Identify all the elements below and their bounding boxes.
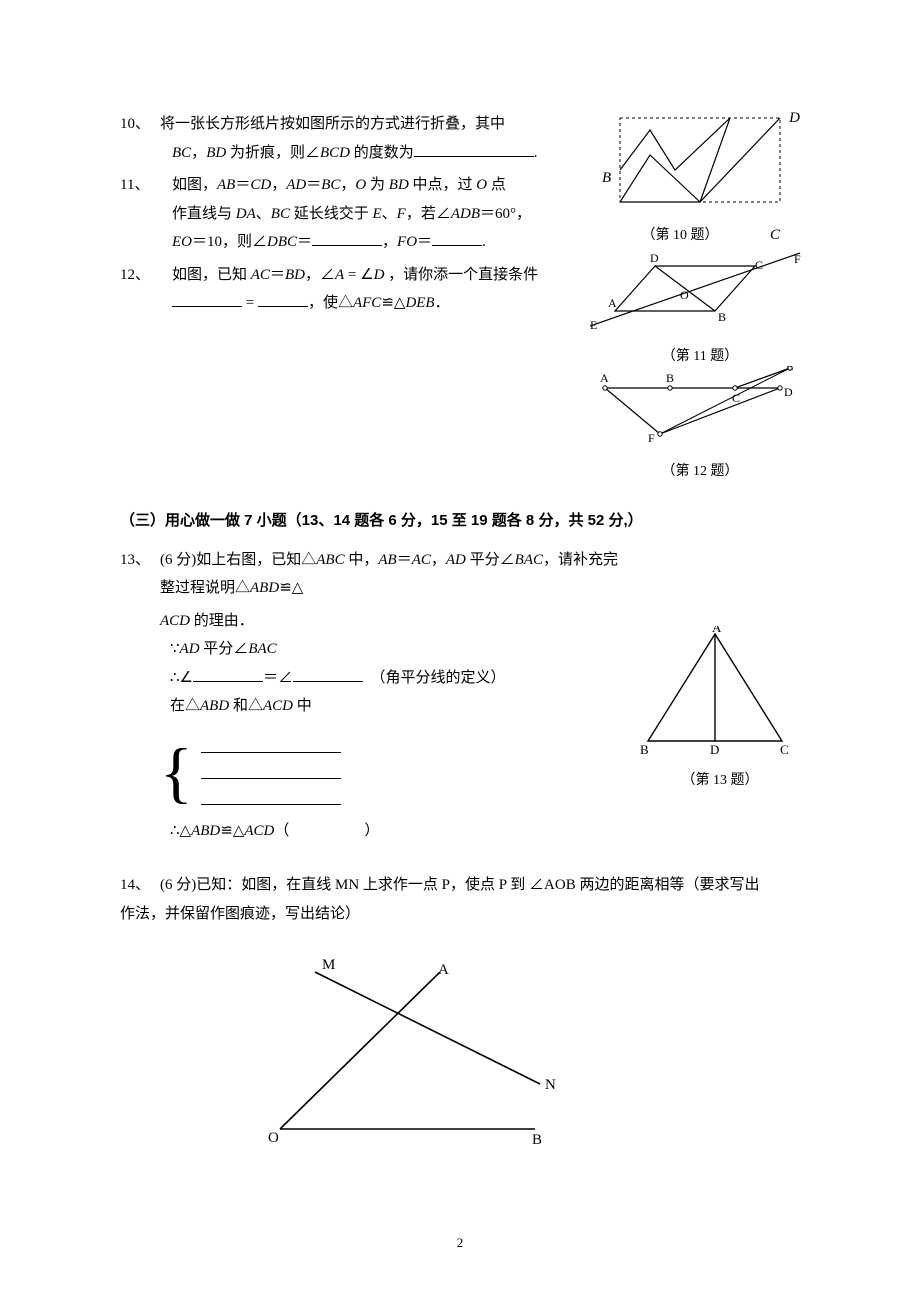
svg-text:D: D: [650, 251, 659, 265]
figure-10-svg: [590, 110, 800, 210]
figures-10-12: B D （第 10 题） C D C F A O B E （第 11 题）: [590, 110, 810, 485]
svg-text:A: A: [600, 371, 609, 385]
fig12-caption: （第 12 题）: [590, 459, 810, 486]
q10-bc-bd: BC，BD 为折痕，则∠BCD 的度数为: [172, 145, 414, 161]
svg-text:B: B: [640, 742, 649, 756]
q13-body: (6 分)如上右图，已知△ABC 中，AB＝AC，AD 平分∠BAC，请补充完整…: [160, 546, 622, 603]
q11-line2: 作直线与 DA、BC 延长线交于 E、F，若∠ADB＝60°，: [160, 200, 582, 229]
q11-period: .: [482, 234, 486, 250]
page-number: 2: [457, 1231, 464, 1256]
svg-text:D: D: [784, 385, 793, 399]
q14-text: 14、(6 分)已知：如图，在直线 MN 上求作一点 P，使点 P 到 ∠AOB…: [120, 871, 810, 900]
problems-10-12-text: 10、 将一张长方形纸片按如图所示的方式进行折叠，其中 BC，BD 为折痕，则∠…: [120, 110, 582, 322]
q11-blank2: [432, 231, 482, 246]
q10-line2: BC，BD 为折痕，则∠BCD 的度数为.: [160, 139, 582, 168]
section-3-header: （三）用心做一做 7 小题（13、14 题各 6 分，15 至 19 题各 8 …: [120, 507, 810, 536]
q13-line1: (6 分)如上右图，已知△ABC 中，AB＝AC，AD 平分∠BAC，请补充完整…: [160, 552, 618, 597]
figure-14-svg: M A N O B: [260, 954, 600, 1144]
q11-body: 如图，AB＝CD，AD＝BC，O 为 BD 中点，过 O 点 作直线与 DA、B…: [160, 171, 582, 257]
problem-13-text: 13、 (6 分)如上右图，已知△ABC 中，AB＝AC，AD 平分∠BAC，请…: [120, 546, 622, 846]
q14-body-text: (6 分)已知：如图，在直线 MN 上求作一点 P，使点 P 到 ∠AOB 两边…: [160, 877, 759, 893]
brace-icon: {: [160, 738, 193, 806]
brace-line-2: [201, 765, 341, 779]
svg-text:D: D: [710, 742, 719, 756]
svg-text:E: E: [786, 366, 793, 373]
q14-num: 14、: [120, 871, 160, 900]
q13-num: 13、: [120, 546, 160, 575]
svg-text:F: F: [648, 431, 655, 445]
fig10-label-c: C: [770, 221, 780, 250]
figure-12: A B C D E F （第 12 题）: [590, 366, 810, 485]
svg-text:B: B: [532, 1132, 542, 1144]
svg-text:A: A: [438, 962, 449, 978]
q10-num: 10、: [120, 110, 160, 139]
fig10-label-d: D: [789, 104, 800, 133]
q10-body: 将一张长方形纸片按如图所示的方式进行折叠，其中 BC，BD 为折痕，则∠BCD …: [160, 110, 582, 167]
q13-blank2: [293, 667, 363, 682]
brace-line-3: [201, 791, 341, 805]
q13-brace: {: [160, 727, 622, 817]
figure-13: A B D C （第 13 题）: [630, 626, 810, 795]
brace-lines: [201, 727, 341, 817]
svg-text:A: A: [608, 296, 617, 310]
q12-num: 12、: [120, 261, 160, 290]
svg-text:O: O: [680, 288, 689, 302]
svg-text:C: C: [780, 742, 789, 756]
svg-text:N: N: [545, 1077, 556, 1093]
problem-14: 14、(6 分)已知：如图，在直线 MN 上求作一点 P，使点 P 到 ∠AOB…: [120, 871, 810, 928]
svg-text:B: B: [718, 310, 726, 324]
svg-text:C: C: [732, 391, 740, 405]
figure-14: M A N O B: [260, 954, 810, 1155]
problem-12: 12、 如图，已知 AC＝BD，∠A = ∠D ，请你添一个直接条件 = ，使△…: [120, 261, 582, 318]
svg-text:M: M: [322, 957, 335, 973]
q10-blank: [414, 142, 534, 157]
q13-l3: ∴∠＝∠ （角平分线的定义）: [170, 664, 622, 693]
fig10-caption: （第 10 题）: [590, 223, 770, 250]
q12-line1: 如图，已知 AC＝BD，∠A = ∠D ，请你添一个直接条件: [160, 261, 582, 290]
problem-10: 10、 将一张长方形纸片按如图所示的方式进行折叠，其中 BC，BD 为折痕，则∠…: [120, 110, 582, 167]
q14-text2: 作法，并保留作图痕迹，写出结论）: [120, 900, 810, 929]
fig10-label-b: B: [602, 164, 611, 193]
figure-11: D C F A O B E （第 11 题）: [590, 251, 810, 370]
q12-line2: = ，使△AFC≌△DEB．: [160, 289, 582, 318]
figure-10: B D （第 10 题） C: [590, 110, 810, 249]
q11-num: 11、: [120, 171, 160, 200]
q11-line1: 如图，AB＝CD，AD＝BC，O 为 BD 中点，过 O 点: [160, 171, 582, 200]
problems-10-12-row: 10、 将一张长方形纸片按如图所示的方式进行折叠，其中 BC，BD 为折痕，则∠…: [120, 110, 810, 485]
q12-eq: =: [242, 295, 258, 311]
q13-l2: ∵AD 平分∠BAC: [170, 635, 622, 664]
q11-blank1: [312, 231, 382, 246]
svg-text:A: A: [712, 626, 722, 635]
q12-blank2: [258, 292, 308, 307]
q10-line1: 将一张长方形纸片按如图所示的方式进行折叠，其中: [160, 110, 582, 139]
svg-text:F: F: [794, 252, 801, 266]
problem-13: 13、 (6 分)如上右图，已知△ABC 中，AB＝AC，AD 平分∠BAC，请…: [120, 546, 622, 603]
q13-l5: ∴△ABD≌△ACD（ ）: [170, 817, 622, 846]
q12-blank1: [172, 292, 242, 307]
figure-11-svg: D C F A O B E: [590, 251, 810, 331]
q13-l4: 在△ABD 和△ACD 中: [170, 692, 622, 721]
problem-11: 11、 如图，AB＝CD，AD＝BC，O 为 BD 中点，过 O 点 作直线与 …: [120, 171, 582, 257]
q12-body: 如图，已知 AC＝BD，∠A = ∠D ，请你添一个直接条件 = ，使△AFC≌…: [160, 261, 582, 318]
figure-12-svg: A B C D E F: [590, 366, 800, 446]
svg-text:E: E: [590, 318, 597, 331]
svg-text:C: C: [755, 258, 763, 272]
svg-text:O: O: [268, 1130, 279, 1144]
q10-period: .: [534, 145, 538, 161]
problem-13-row: 13、 (6 分)如上右图，已知△ABC 中，AB＝AC，AD 平分∠BAC，请…: [120, 546, 810, 846]
fig13-caption: （第 13 题）: [630, 768, 810, 795]
q11-line3: EO＝10，则∠DBC＝，FO＝.: [160, 228, 582, 257]
q13-line1b: ACD 的理由．: [160, 607, 622, 636]
brace-line-1: [201, 739, 341, 753]
svg-text:B: B: [666, 371, 674, 385]
q13-blank1: [193, 667, 263, 682]
figure-13-svg: A B D C: [630, 626, 800, 756]
